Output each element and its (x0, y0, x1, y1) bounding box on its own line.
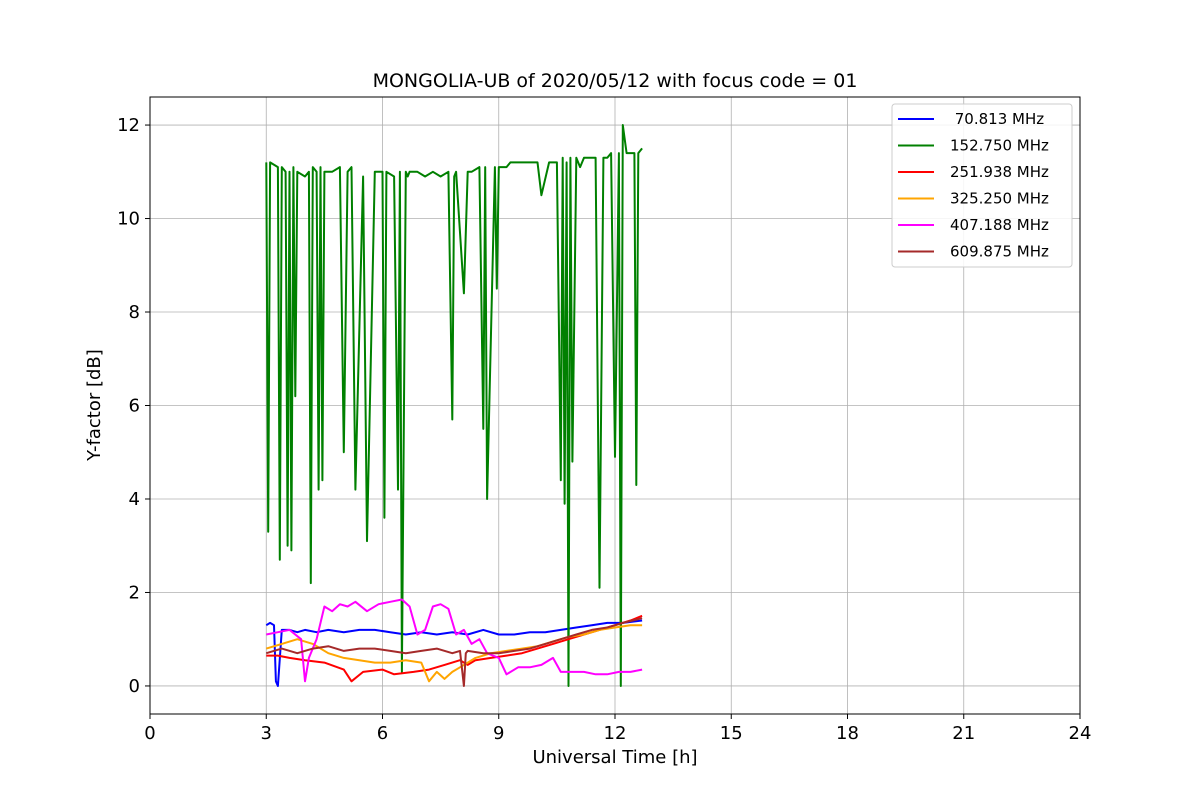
legend-label: 70.813 MHz (950, 110, 1044, 128)
y-tick-label: 10 (117, 209, 140, 230)
y-tick-label: 8 (129, 302, 140, 323)
series-line-0 (265, 619, 643, 687)
x-tick-label: 15 (720, 723, 743, 744)
y-tick-label: 4 (129, 489, 140, 510)
legend-label: 251.938 MHz (950, 163, 1049, 181)
x-tick-label: 3 (261, 723, 272, 744)
legend: 70.813 MHz 152.750 MHz 251.938 MHz 325.250 … (891, 103, 1073, 268)
series-line-5 (266, 617, 643, 687)
chart-title: MONGOLIA-UB of 2020/05/12 with focus cod… (373, 70, 858, 92)
x-tick-label: 18 (836, 723, 859, 744)
x-axis-label: Universal Time [h] (532, 747, 697, 768)
x-tick-label: 24 (1069, 723, 1092, 744)
x-tick-label: 0 (144, 723, 155, 744)
series-layer (265, 124, 643, 687)
legend-label: 407.188 MHz (950, 216, 1049, 234)
x-tick-label: 9 (493, 723, 504, 744)
y-tick-label: 6 (129, 396, 140, 417)
series-line-1 (265, 124, 643, 687)
y-tick-label: 0 (129, 676, 140, 697)
y-tick-label: 2 (129, 582, 140, 603)
legend-label: 152.750 MHz (950, 137, 1049, 155)
x-tick-label: 12 (604, 723, 627, 744)
y-axis-label: Y-factor [dB] (84, 349, 105, 462)
series-line-4 (266, 598, 643, 683)
legend-label: 325.250 MHz (950, 190, 1049, 208)
x-tick-label: 6 (377, 723, 388, 744)
x-tick-label: 21 (952, 723, 975, 744)
series-line-3 (266, 624, 643, 683)
legend-label: 609.875 MHz (950, 243, 1049, 261)
legend-box (891, 103, 1073, 268)
y-tick-label: 12 (117, 115, 140, 136)
